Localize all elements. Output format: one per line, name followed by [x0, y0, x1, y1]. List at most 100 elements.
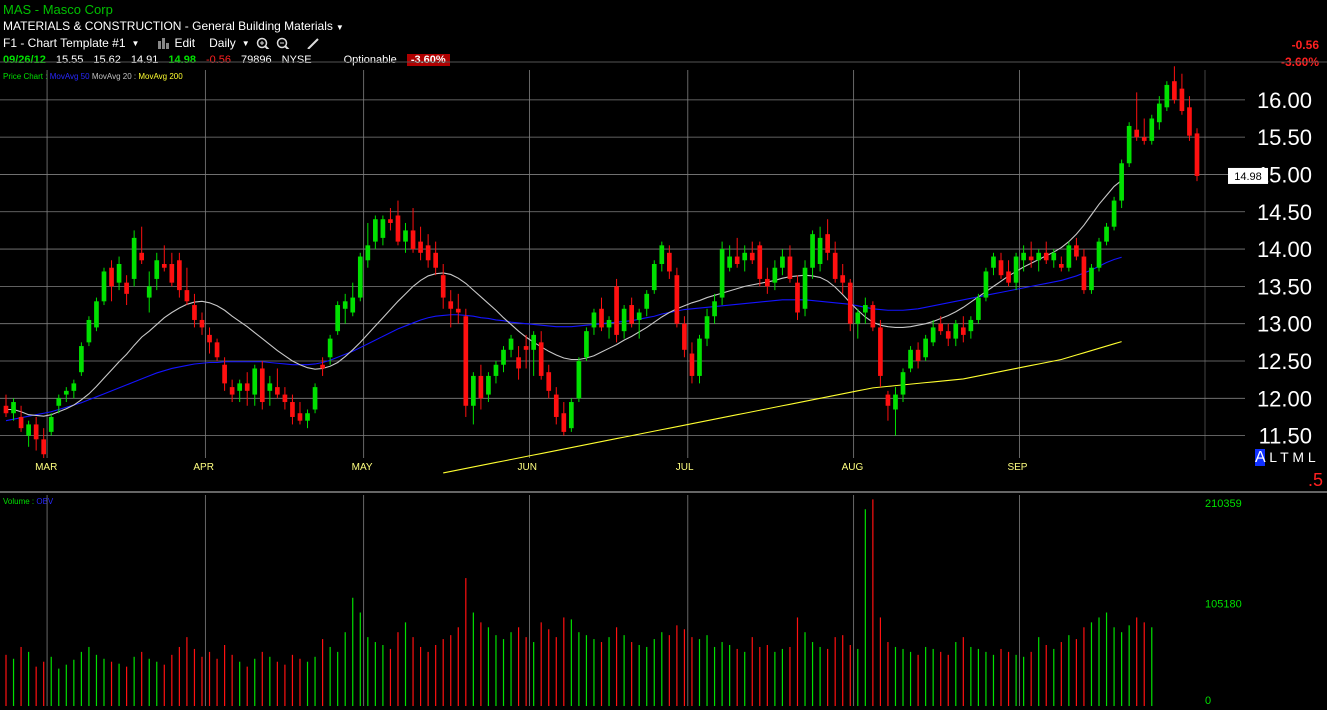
candle-body — [448, 301, 454, 309]
candle-body — [923, 338, 928, 358]
price-tick-label: 16.00 — [1257, 88, 1312, 113]
candle-body — [825, 234, 830, 253]
price-tick-label: 12.50 — [1257, 349, 1312, 374]
edit-button[interactable]: Edit — [157, 36, 195, 50]
candle-body — [659, 245, 665, 264]
legend-ma200: MovAvg 200 — [138, 72, 183, 81]
zoom-in-icon[interactable] — [256, 37, 270, 49]
quote-close: 14.98 — [168, 54, 196, 66]
candle-body — [523, 346, 529, 350]
legend-price-label: Price Chart : — [3, 72, 48, 81]
candle-body — [584, 331, 589, 358]
candle-body — [275, 387, 280, 395]
candle-body — [388, 219, 393, 223]
quote-open: 15.55 — [55, 54, 84, 66]
candle-body — [282, 394, 288, 403]
candle-body — [86, 319, 92, 343]
symbol-title[interactable]: MAS - Masco Corp — [3, 2, 113, 17]
price-legend: Price Chart : MovAvg 50 MovAvg 20 : MovA… — [3, 72, 183, 81]
candle-body — [538, 342, 544, 376]
quote-line: 09/26/12 15.55 15.62 14.91 14.98 -0.56 7… — [3, 54, 450, 66]
price-tick-label: 15.00 — [1257, 162, 1312, 187]
candle-body — [508, 338, 514, 350]
quote-date: 09/26/12 — [3, 54, 46, 66]
price-tick-label: 11.50 — [1259, 424, 1312, 449]
candle-body — [433, 252, 439, 268]
candle-body — [229, 387, 235, 395]
price-tick-label: 14.00 — [1257, 237, 1312, 262]
ma50-line — [5, 256, 1122, 422]
candle-body — [207, 334, 212, 343]
candle-body — [169, 264, 175, 283]
candle-body — [847, 282, 853, 324]
candle-body — [712, 301, 717, 317]
candle-body — [697, 338, 702, 376]
candle-body — [1187, 107, 1192, 136]
sector-dropdown[interactable]: MATERIALS & CONSTRUCTION - General Build… — [3, 19, 344, 33]
candle-body — [252, 368, 258, 395]
legend-ma20: MovAvg 20 : — [91, 72, 137, 81]
scale-mode-a[interactable]: A — [1255, 449, 1265, 466]
template-dropdown[interactable]: F1 - Chart Template #1 ▼ — [3, 36, 139, 50]
edit-label: Edit — [174, 36, 196, 50]
candle-body — [116, 264, 122, 283]
candle-body — [365, 245, 371, 261]
candle-body — [930, 327, 936, 343]
candle-body — [862, 305, 868, 313]
candle-body — [621, 308, 627, 332]
candle-body — [425, 245, 431, 261]
candle-body — [878, 327, 883, 376]
candle-body — [290, 402, 295, 417]
candle-body — [991, 256, 996, 268]
candle-body — [945, 331, 951, 339]
draw-pen-icon[interactable] — [306, 37, 320, 49]
candle-body — [139, 252, 145, 261]
candle-body — [689, 353, 695, 376]
candle-body — [199, 319, 205, 328]
candle-body — [817, 237, 823, 264]
candle-body — [606, 319, 612, 328]
chevron-down-icon: ▼ — [131, 38, 140, 48]
candle-body — [192, 305, 197, 320]
candle-body — [531, 334, 536, 350]
candle-body — [795, 282, 800, 313]
candle-body — [109, 267, 114, 287]
chevron-down-icon: ▼ — [335, 23, 344, 32]
candle-body — [1111, 200, 1117, 227]
candle-body — [742, 252, 748, 261]
candle-body — [832, 252, 838, 279]
candle-body — [749, 252, 755, 261]
candle-body — [968, 319, 974, 332]
candle-body — [1119, 163, 1124, 201]
candle-body — [1126, 125, 1132, 164]
legend-volume-label: Volume : — [3, 497, 35, 506]
scale-mode-options[interactable]: L T M L — [1269, 449, 1316, 465]
candle-body — [79, 346, 84, 373]
interval-dropdown[interactable]: Daily ▼ — [209, 36, 250, 50]
candle-body — [757, 245, 763, 279]
candle-body — [780, 256, 785, 268]
zoom-out-icon[interactable] — [276, 37, 290, 49]
right-change: -0.56 — [1291, 38, 1319, 52]
price-tick-label: 13.00 — [1257, 312, 1312, 337]
percent-change-badge: -3.60% — [406, 54, 450, 66]
candle-body — [342, 301, 348, 309]
candle-body — [915, 349, 921, 361]
candle-body — [569, 402, 574, 429]
candle-body — [146, 286, 152, 298]
candle-body — [976, 297, 981, 320]
candle-body — [546, 372, 552, 391]
candle-body — [237, 383, 243, 391]
candle-body — [41, 439, 47, 455]
candle-body — [33, 424, 39, 440]
candle-body — [380, 219, 386, 238]
candle-body — [727, 256, 732, 268]
candle-body — [395, 215, 401, 242]
candle-body — [1013, 256, 1019, 283]
scale-mode-selector[interactable]: A L T M L — [1255, 449, 1316, 467]
candle-body — [1058, 264, 1064, 268]
quote-change: -0.56 — [205, 54, 232, 66]
candle-body — [885, 394, 891, 406]
candle-body — [184, 290, 190, 302]
